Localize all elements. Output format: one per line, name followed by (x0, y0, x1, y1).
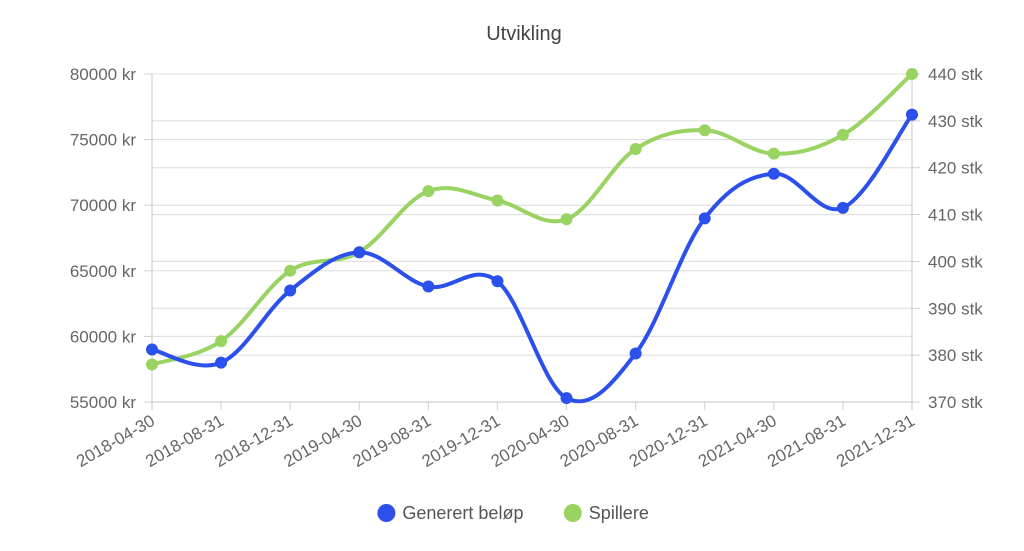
y-left-tick-label: 60000 kr (70, 327, 136, 346)
data-point[interactable] (215, 335, 228, 348)
data-point[interactable] (836, 128, 849, 141)
series-lines (146, 68, 918, 405)
y-right-tick-label: 380 stk (928, 346, 983, 365)
y-right-tick-label: 400 stk (928, 252, 983, 271)
y-left-tick-label: 70000 kr (70, 196, 136, 215)
y-right-tick-label: 390 stk (928, 299, 983, 318)
y-right-tick-label: 430 stk (928, 112, 983, 131)
x-tick-label: 2020-08-31 (557, 411, 642, 471)
data-point[interactable] (560, 392, 573, 405)
x-tick-label: 2018-12-31 (211, 411, 296, 471)
series-line (150, 112, 914, 404)
x-tick-label: 2019-12-31 (419, 411, 504, 471)
legend-marker (563, 504, 582, 522)
data-point[interactable] (215, 356, 228, 369)
legend-label: Generert beløp (402, 503, 523, 523)
legend-label: Spillere (589, 503, 649, 523)
data-point[interactable] (629, 142, 642, 155)
legend-marker (377, 504, 396, 522)
axes: 55000 kr 60000 kr 65000 kr 70000 kr 75000 kr… (70, 65, 983, 471)
data-point[interactable] (767, 147, 780, 160)
data-point[interactable] (698, 124, 711, 137)
data-point[interactable] (284, 284, 297, 297)
y-left-tick-label: 80000 kr (70, 65, 136, 84)
grid-lines (152, 73, 912, 403)
x-tick-label: 2021-12-31 (833, 411, 918, 471)
data-point[interactable] (906, 108, 918, 121)
x-tick-label: 2018-04-30 (73, 411, 158, 471)
data-point[interactable] (284, 264, 297, 277)
data-point[interactable] (629, 347, 642, 360)
y-right-tick-label: 440 stk (928, 65, 983, 84)
data-point[interactable] (422, 280, 435, 293)
data-point[interactable] (836, 201, 849, 214)
legend-item-generert-belop[interactable]: Generert beløp (377, 503, 523, 523)
x-tick-label: 2018-08-31 (142, 411, 227, 471)
data-point[interactable] (146, 343, 158, 356)
legend-item-spillere[interactable]: Spillere (563, 503, 649, 523)
series-spillere (146, 68, 918, 371)
x-tick-label: 2019-08-31 (350, 411, 435, 471)
x-tick-label: 2021-08-31 (764, 411, 849, 471)
y-right-tick-label: 420 stk (928, 159, 983, 178)
x-tick-label: 2020-04-30 (488, 411, 573, 471)
x-tick-label: 2019-04-30 (280, 411, 365, 471)
y-right-tick-label: 370 stk (928, 393, 983, 412)
y-left-tick-label: 55000 kr (70, 393, 136, 412)
x-tick-label: 2021-04-30 (695, 411, 780, 471)
data-point[interactable] (906, 68, 918, 80)
data-point[interactable] (146, 358, 158, 371)
x-tick-label: 2020-12-31 (626, 411, 711, 471)
y-left-tick-label: 75000 kr (70, 131, 136, 150)
chart-title: Utvikling (486, 23, 562, 45)
y-left-tick-label: 65000 kr (70, 262, 136, 281)
data-point[interactable] (422, 185, 435, 198)
data-point[interactable] (491, 194, 504, 207)
data-point[interactable] (491, 275, 504, 288)
data-point[interactable] (767, 167, 780, 180)
data-point[interactable] (353, 246, 366, 259)
series-line (150, 72, 914, 367)
series-generert-belop (146, 108, 918, 405)
legend: Generert beløp Spillere (377, 503, 649, 523)
data-point[interactable] (560, 213, 573, 226)
y-right-tick-label: 410 stk (928, 206, 983, 225)
data-point[interactable] (698, 212, 711, 225)
